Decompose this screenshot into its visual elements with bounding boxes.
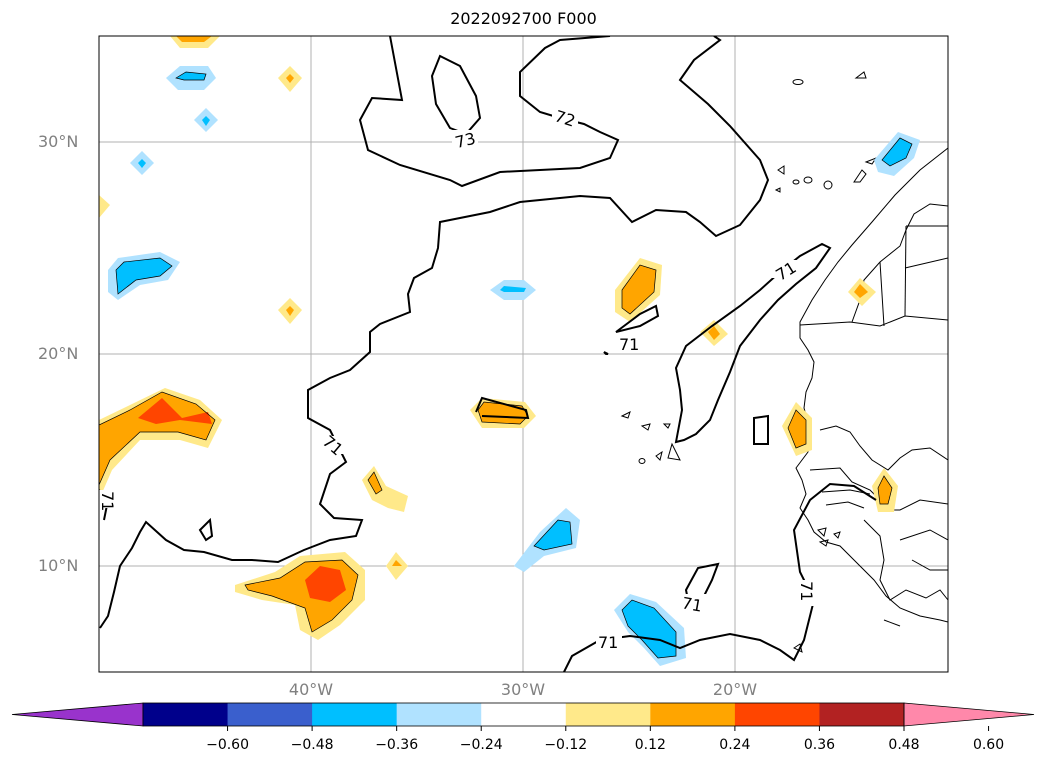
- colorbar-segment: [143, 703, 229, 726]
- colorbar-segment: [227, 703, 313, 726]
- gridlines: [99, 36, 948, 672]
- colorbar-extend-high: [903, 702, 1035, 727]
- colorbar: [11, 702, 1035, 731]
- contour-label: 73: [453, 129, 477, 152]
- contour-label: 71: [797, 581, 816, 601]
- longitude-label-30w: 30°W: [500, 680, 546, 699]
- coastlines: [620, 71, 948, 653]
- latitude-label-30n: 30°N: [38, 132, 79, 151]
- colorbar-tick-label: 0.24: [719, 737, 751, 753]
- colorbar-extend-low: [11, 702, 144, 727]
- colorbar-tick-label: −0.36: [375, 737, 419, 753]
- colorbar-tick-label: −0.48: [290, 737, 334, 753]
- colorbar-tick-label: −0.12: [544, 737, 588, 753]
- colorbar-segment: [396, 703, 482, 726]
- colorbar-tick-label: 0.36: [803, 737, 836, 753]
- colorbar-tick-label: 0.60: [972, 737, 1005, 753]
- colorbar-segment: [312, 703, 398, 726]
- colorbar-segment: [734, 703, 820, 726]
- contour-label: 71: [98, 491, 117, 511]
- contour-label-group: 73 72 71 71 71 71 71 71 71: [98, 106, 816, 652]
- latitude-label-10n: 10°N: [38, 556, 79, 575]
- colorbar-tick-label: 0.48: [888, 737, 920, 753]
- map-plot-area: 73 72 71 71 71 71 71 71 71: [98, 36, 948, 672]
- shaded-anomaly-fields: [99, 36, 920, 666]
- contour-label: 71: [680, 593, 703, 615]
- colorbar-segment: [565, 703, 651, 726]
- longitude-label-20w: 20°W: [712, 680, 758, 699]
- contour-label: 71: [598, 633, 618, 652]
- colorbar-tick-label: −0.24: [459, 737, 503, 753]
- colorbar-frame: [142, 702, 905, 727]
- colorbar-tick-label: −0.60: [206, 737, 249, 753]
- colorbar-segment: [819, 703, 905, 726]
- anomaly-outlines: [99, 71, 913, 659]
- contour-label: 71: [619, 335, 639, 354]
- colorbar-tick-label: 0.12: [634, 737, 666, 753]
- latitude-label-20n: 20°N: [38, 344, 79, 363]
- plot-frame: [98, 35, 949, 673]
- colorbar-segment: [650, 703, 736, 726]
- map-title: 2022092700 F000: [450, 9, 597, 28]
- longitude-label-40w: 40°W: [288, 680, 334, 699]
- colorbar-segment: [481, 703, 567, 726]
